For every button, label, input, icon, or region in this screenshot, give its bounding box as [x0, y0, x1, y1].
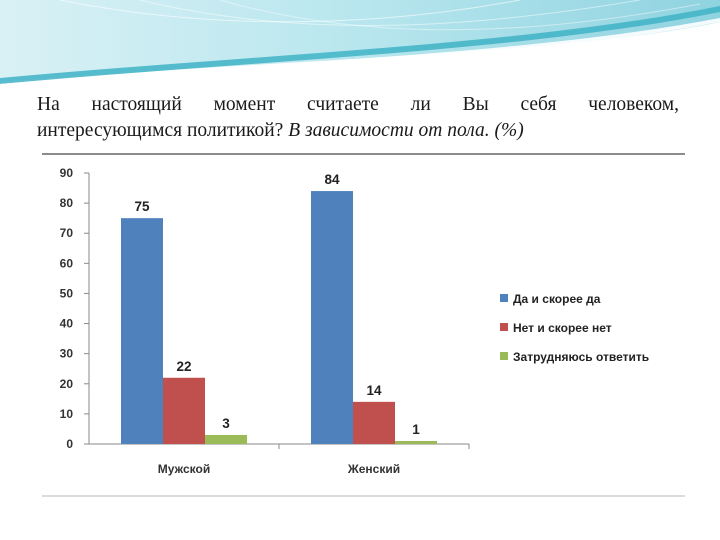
- legend-label: Да и скорее да: [513, 292, 601, 306]
- y-tick-label: 60: [60, 256, 74, 270]
- banner-wave-highlight: [0, 18, 720, 88]
- bar-chart: 0 10 20 30 40 50 60 70 80 90 75 22 3 Мужской 84 14 1 Женс…: [60, 166, 649, 476]
- legend-label: Затрудняюсь ответить: [513, 350, 649, 364]
- y-tick-label: 20: [60, 377, 74, 391]
- data-label: 14: [366, 383, 382, 398]
- slide-title: На настоящий момент считаете ли Вы себя …: [37, 92, 679, 144]
- data-label: 75: [134, 199, 150, 214]
- data-label: 1: [412, 422, 420, 437]
- x-category-label: Мужской: [158, 462, 210, 476]
- header-banner: [0, 0, 720, 88]
- y-tick-label: 50: [60, 286, 74, 300]
- slide-title-subtitle: В зависимости от пола. (%): [288, 120, 524, 141]
- y-tick-label: 70: [60, 226, 74, 240]
- data-label: 22: [176, 359, 191, 374]
- bar: [205, 434, 247, 444]
- chart-frame: 0 10 20 30 40 50 60 70 80 90 75 22 3 Мужской 84 14 1 Женс…: [42, 153, 685, 497]
- legend-swatch: [500, 294, 508, 302]
- bar: [311, 191, 353, 444]
- y-tick-label: 40: [60, 317, 74, 331]
- legend-swatch: [500, 323, 508, 331]
- slide-title-line1: На настоящий момент считаете ли Вы себя …: [37, 94, 679, 115]
- banner-wave-front: [0, 6, 720, 84]
- y-tick-label: 90: [60, 166, 74, 180]
- banner-wave-back: [0, 0, 720, 82]
- y-tick-label: 80: [60, 196, 74, 210]
- bar: [163, 377, 205, 444]
- y-tick-label: 30: [60, 347, 74, 361]
- slide-title-line2-regular: интересующимся политикой?: [37, 120, 289, 141]
- slide-title-line2: интересующимся политикой? В зависимости …: [37, 118, 679, 144]
- y-tick-label: 10: [60, 407, 74, 421]
- data-label: 3: [222, 416, 230, 431]
- legend-swatch: [500, 352, 508, 360]
- bar: [121, 218, 163, 444]
- bar: [353, 401, 395, 444]
- bar: [395, 440, 437, 444]
- data-label: 84: [324, 172, 340, 187]
- legend-label: Нет и скорее нет: [513, 321, 612, 335]
- x-category-label: Женский: [347, 462, 400, 476]
- y-tick-label: 0: [66, 437, 73, 451]
